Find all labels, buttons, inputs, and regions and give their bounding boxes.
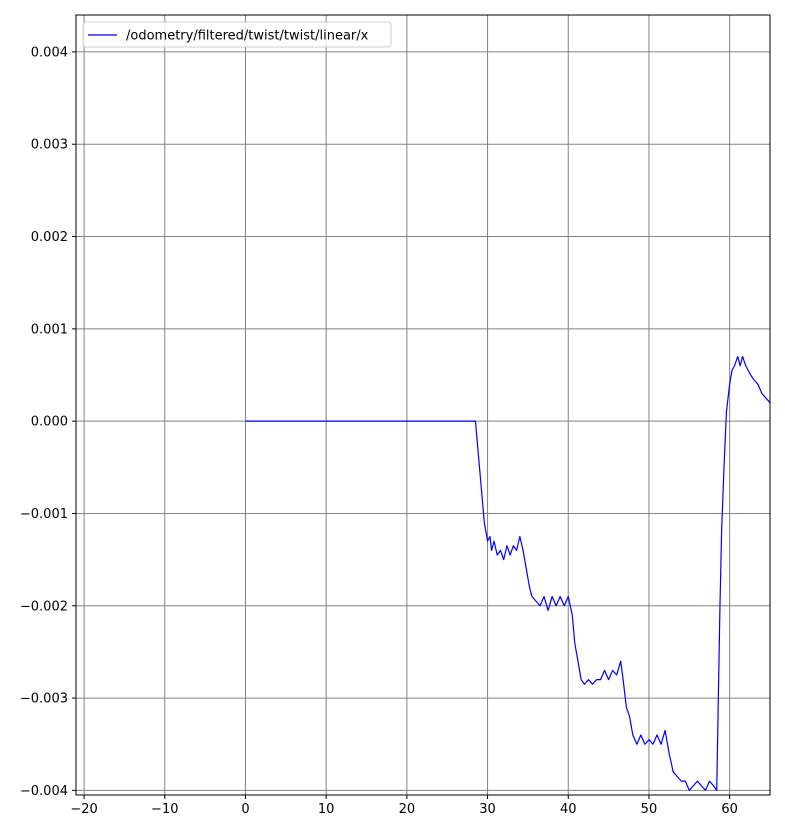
y-tick-label: −0.003 — [20, 692, 68, 707]
y-tick-label: 0.000 — [31, 415, 68, 430]
y-tick-label: 0.002 — [31, 230, 68, 245]
x-tick-label: 40 — [560, 802, 577, 817]
x-tick-label: 10 — [318, 802, 335, 817]
x-tick-label: −10 — [151, 802, 178, 817]
series-line-0 — [245, 355, 770, 791]
x-axis: −20 −10 0 10 20 30 40 50 60 — [70, 795, 738, 817]
y-tick-label: 0.003 — [31, 138, 68, 153]
plot-frame — [75, 14, 771, 796]
legend-box — [82, 21, 392, 48]
series-layer — [245, 355, 770, 791]
x-tick-label: −20 — [70, 802, 97, 817]
x-tick-label: 20 — [399, 802, 416, 817]
y-tick-label: 0.004 — [31, 45, 68, 60]
x-tick-label: 60 — [721, 802, 738, 817]
x-tick-label: 50 — [641, 802, 658, 817]
x-tick-label: 0 — [241, 802, 249, 817]
y-tick-label: 0.001 — [31, 322, 68, 337]
y-tick-label: −0.004 — [20, 784, 68, 799]
legend: /odometry/filtered/twist/twist/linear/x — [82, 21, 392, 48]
y-tick-label: −0.001 — [20, 507, 68, 522]
y-tick-label: −0.002 — [20, 599, 68, 614]
legend-label: /odometry/filtered/twist/twist/linear/x — [126, 29, 369, 44]
y-axis: 0.004 0.003 0.002 0.001 0.000 −0.001 −0.002 −0.… — [20, 45, 76, 799]
x-tick-label: 30 — [479, 802, 496, 817]
plot-area — [76, 15, 770, 795]
